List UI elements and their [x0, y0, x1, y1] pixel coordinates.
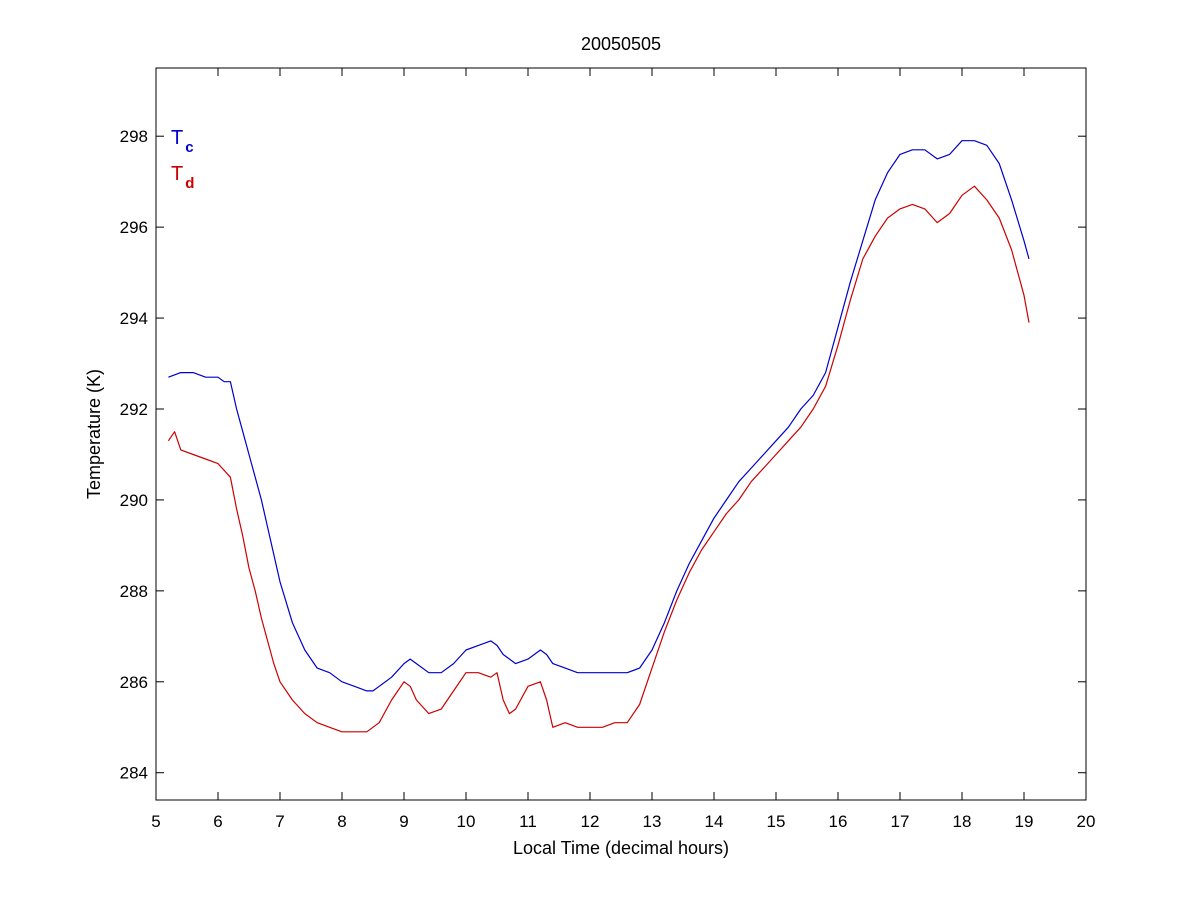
y-tick-label: 286 — [120, 673, 148, 692]
x-axis-ticks: 5 6 7 8 9 10 11 12 13 14 15 16 17 18 19 20 — [151, 68, 1095, 831]
y-tick-label: 284 — [120, 764, 148, 783]
x-tick-label: 20 — [1077, 812, 1096, 831]
x-tick-label: 5 — [151, 812, 160, 831]
x-tick-label: 11 — [519, 812, 537, 831]
series-line-td — [167, 185, 1030, 733]
y-tick-label: 294 — [120, 309, 148, 328]
plot-area-frame — [155, 67, 1087, 801]
x-tick-label: 15 — [767, 812, 786, 831]
x-tick-label: 6 — [213, 812, 222, 831]
x-tick-label: 8 — [337, 812, 346, 831]
y-axis-label: Temperature (K) — [84, 369, 104, 499]
x-axis-label: Local Time (decimal hours) — [513, 838, 729, 858]
x-tick-label: 18 — [953, 812, 972, 831]
x-tick-label: 9 — [399, 812, 408, 831]
y-tick-label: 292 — [120, 400, 148, 419]
chart-title: 20050505 — [581, 34, 661, 54]
x-tick-label: 17 — [891, 812, 910, 831]
x-tick-label: 12 — [581, 812, 600, 831]
y-tick-label: 296 — [120, 218, 148, 237]
y-axis-ticks: 284 286 288 290 292 294 296 298 — [120, 127, 1086, 783]
x-tick-label: 14 — [705, 812, 724, 831]
y-tick-label: 290 — [120, 491, 148, 510]
x-tick-label: 10 — [457, 812, 476, 831]
x-tick-label: 16 — [829, 812, 848, 831]
x-tick-label: 13 — [643, 812, 662, 831]
x-tick-label: 19 — [1015, 812, 1034, 831]
x-tick-label: 7 — [275, 812, 284, 831]
y-tick-label: 298 — [120, 127, 148, 146]
y-tick-label: 288 — [120, 582, 148, 601]
series-line-tc — [168, 140, 1030, 692]
